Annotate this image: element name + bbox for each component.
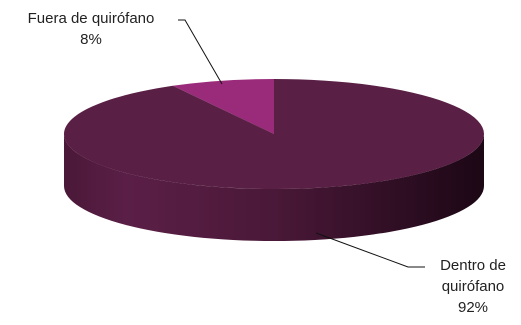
slice-label-dentro-name-line1: Dentro de (440, 257, 506, 274)
slice-label-dentro-name-line2: quirófano (441, 278, 505, 295)
slice-label-dentro: Dentro de quirófano 92% (425, 255, 521, 318)
slice-label-fuera-value: 8% (80, 31, 102, 48)
slice-label-fuera-name: Fuera de quirófano (27, 10, 155, 27)
pie-side-wall (64, 134, 484, 241)
leader-line-fuera (178, 19, 223, 85)
pie-slice-0 (172, 79, 274, 134)
leader-line-dentro (315, 232, 425, 268)
pie-slice-1 (63, 79, 484, 189)
slice-label-fuera: Fuera de quirófano 8% (2, 8, 180, 50)
slice-label-dentro-value: 92% (457, 299, 489, 316)
